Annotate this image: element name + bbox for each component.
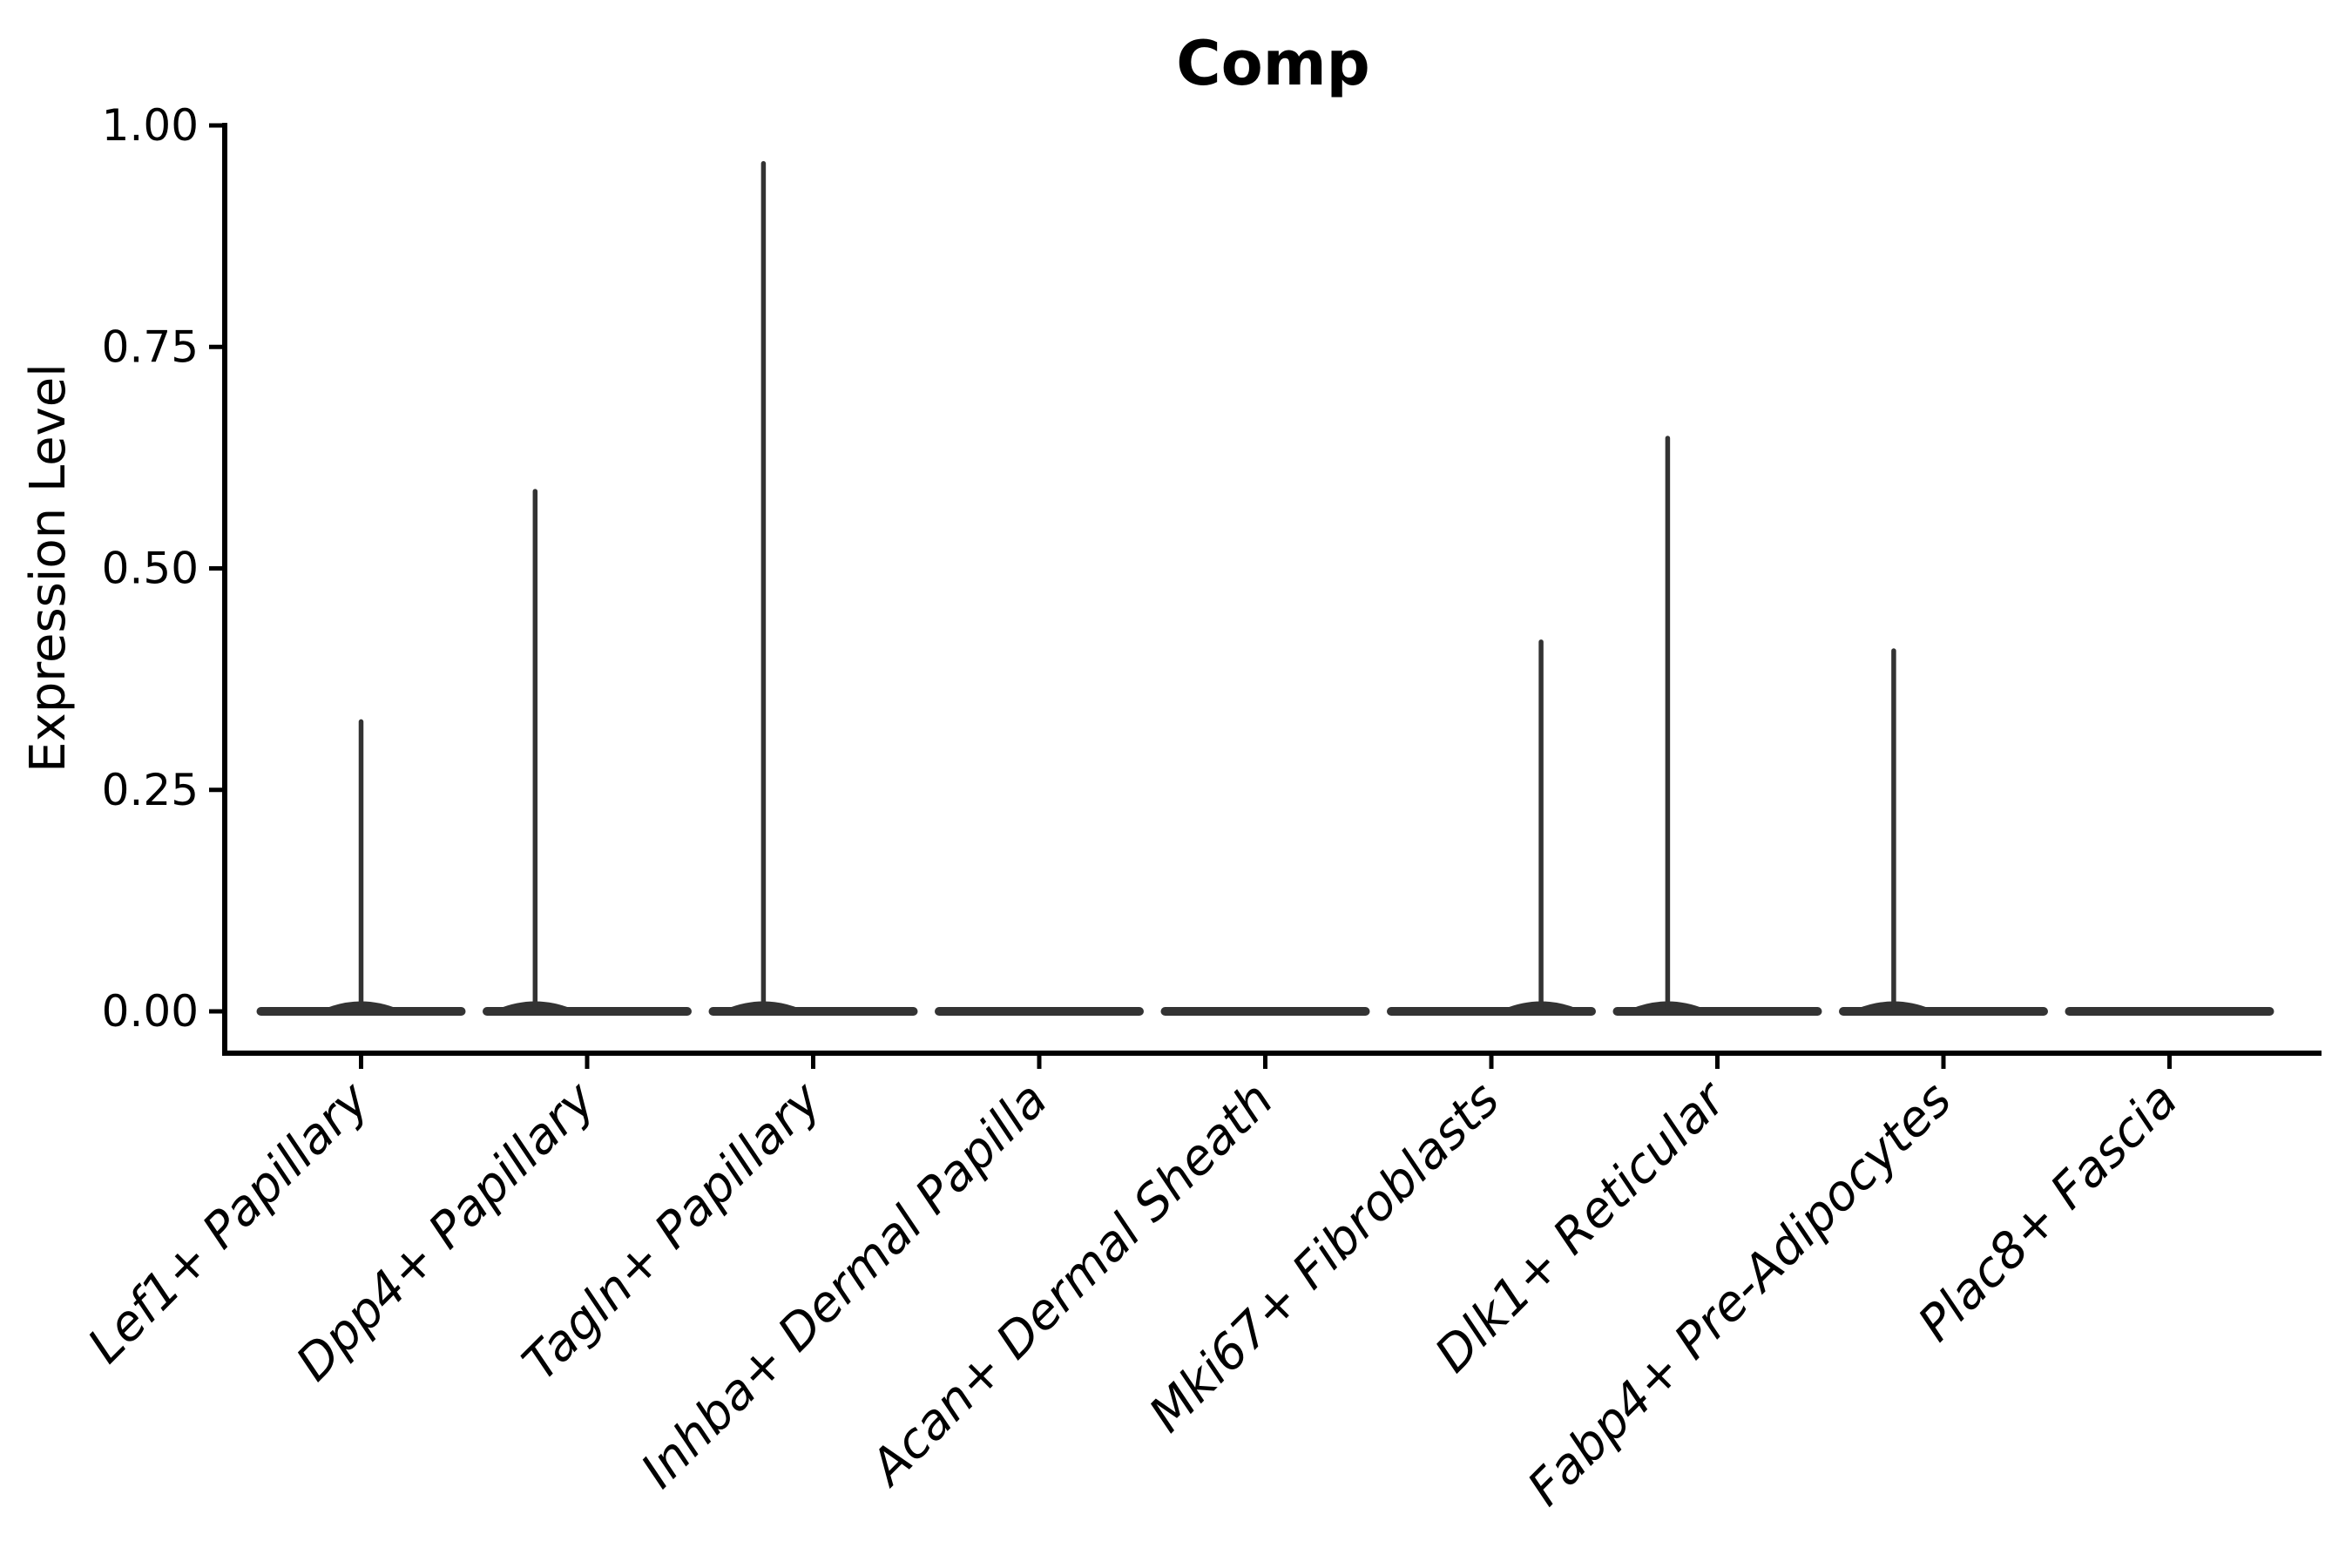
violin-body-tagln-papillary (708, 1007, 918, 1016)
x-tick-label-fabp4-pre-adipocytes: Fabp4+ Pre-Adipocytes (1517, 1071, 1963, 1517)
y-tick-label-2: 0.50 (102, 544, 199, 594)
violin-body-dlk1-reticular (1612, 1007, 1822, 1016)
violin-body-fabp4-pre-adipocytes (1839, 1007, 2048, 1016)
violin-body-lef1-papillary (256, 1007, 466, 1016)
y-tick-label-3: 0.75 (102, 321, 199, 372)
violin-body-plac8-fascia (2065, 1007, 2274, 1016)
y-tick-label-4: 1.00 (102, 100, 199, 151)
violin-body-inhba-dermal-papilla (935, 1007, 1144, 1016)
y-tick-label-1: 0.25 (102, 765, 199, 815)
y-tick-label-0: 0.00 (102, 986, 199, 1037)
x-tick-label-acan-dermal-sheath: Acan+ Dermal Sheath (858, 1071, 1284, 1497)
x-tick-label-inhba-dermal-papilla: Inhba+ Dermal Papilla (631, 1071, 1058, 1499)
axis-spines (222, 123, 2322, 1056)
violin-body-mki67-fibroblasts (1387, 1007, 1596, 1016)
chart-title: Comp (1176, 28, 1370, 99)
violin-body-acan-dermal-sheath (1160, 1007, 1370, 1016)
